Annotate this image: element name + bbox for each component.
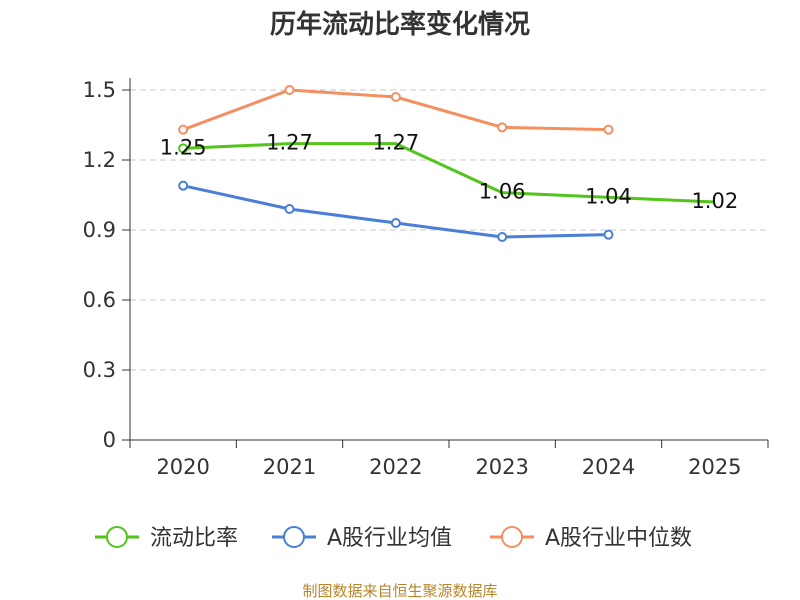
x-tick-label: 2025	[688, 455, 741, 479]
grid-lines	[130, 89, 768, 371]
series-point	[390, 218, 401, 228]
data-label: 1.27	[266, 131, 313, 155]
series-line	[183, 142, 715, 204]
data-label: 1.06	[479, 180, 526, 204]
y-tick-label: 1.5	[83, 78, 116, 102]
y-tick-label: 0	[103, 428, 116, 452]
x-tick-label: 2023	[475, 455, 528, 479]
series-point	[390, 92, 401, 102]
source-note: 制图数据来自恒生聚源数据库	[302, 582, 497, 600]
legend-label: A股行业中位数	[545, 526, 692, 551]
y-axis-ticks: 0 0.3 0.6 0.9 1.2 1.5	[83, 78, 130, 452]
x-tick-label: 2020	[156, 455, 209, 479]
data-label: 1.04	[585, 184, 632, 208]
y-tick-label: 0.3	[83, 358, 116, 382]
data-label: 1.02	[691, 189, 738, 213]
axes	[129, 78, 768, 441]
legend-marker-icon	[283, 526, 305, 548]
y-tick-label: 0.9	[83, 218, 116, 242]
series-point	[497, 232, 508, 242]
series-layer	[178, 85, 715, 242]
legend-marker-icon	[106, 526, 128, 548]
series-point	[284, 204, 295, 214]
data-labels: 1.25 1.27 1.27 1.06 1.04 1.02	[160, 131, 738, 213]
x-axis-ticks: 2020 2021 2022 2023 2024 2025	[129, 440, 769, 479]
chart-title: 历年流动比率变化情况	[270, 9, 530, 40]
series-point	[497, 122, 508, 133]
legend-marker-icon	[501, 526, 523, 548]
series-point	[178, 180, 189, 191]
series-point	[603, 229, 614, 240]
data-label: 1.25	[160, 135, 207, 159]
legend-label: 流动比率	[150, 526, 238, 551]
series-point	[178, 143, 189, 154]
legend-item[interactable]: 流动比率	[95, 526, 238, 551]
series-point	[178, 124, 189, 135]
legend-item[interactable]: A股行业中位数	[490, 526, 692, 551]
x-tick-label: 2022	[369, 455, 422, 479]
legend-item[interactable]: A股行业均值	[272, 526, 452, 551]
y-tick-label: 0.6	[83, 288, 116, 312]
y-tick-label: 1.2	[83, 148, 116, 172]
legend-label: A股行业均值	[327, 526, 452, 551]
x-tick-label: 2024	[582, 455, 635, 479]
legend[interactable]: 流动比率 A股行业均值 A股行业中位数	[95, 526, 692, 551]
x-tick-label: 2021	[263, 455, 316, 479]
series-point	[603, 124, 614, 135]
data-label: 1.27	[372, 131, 419, 155]
series-point	[284, 85, 295, 95]
